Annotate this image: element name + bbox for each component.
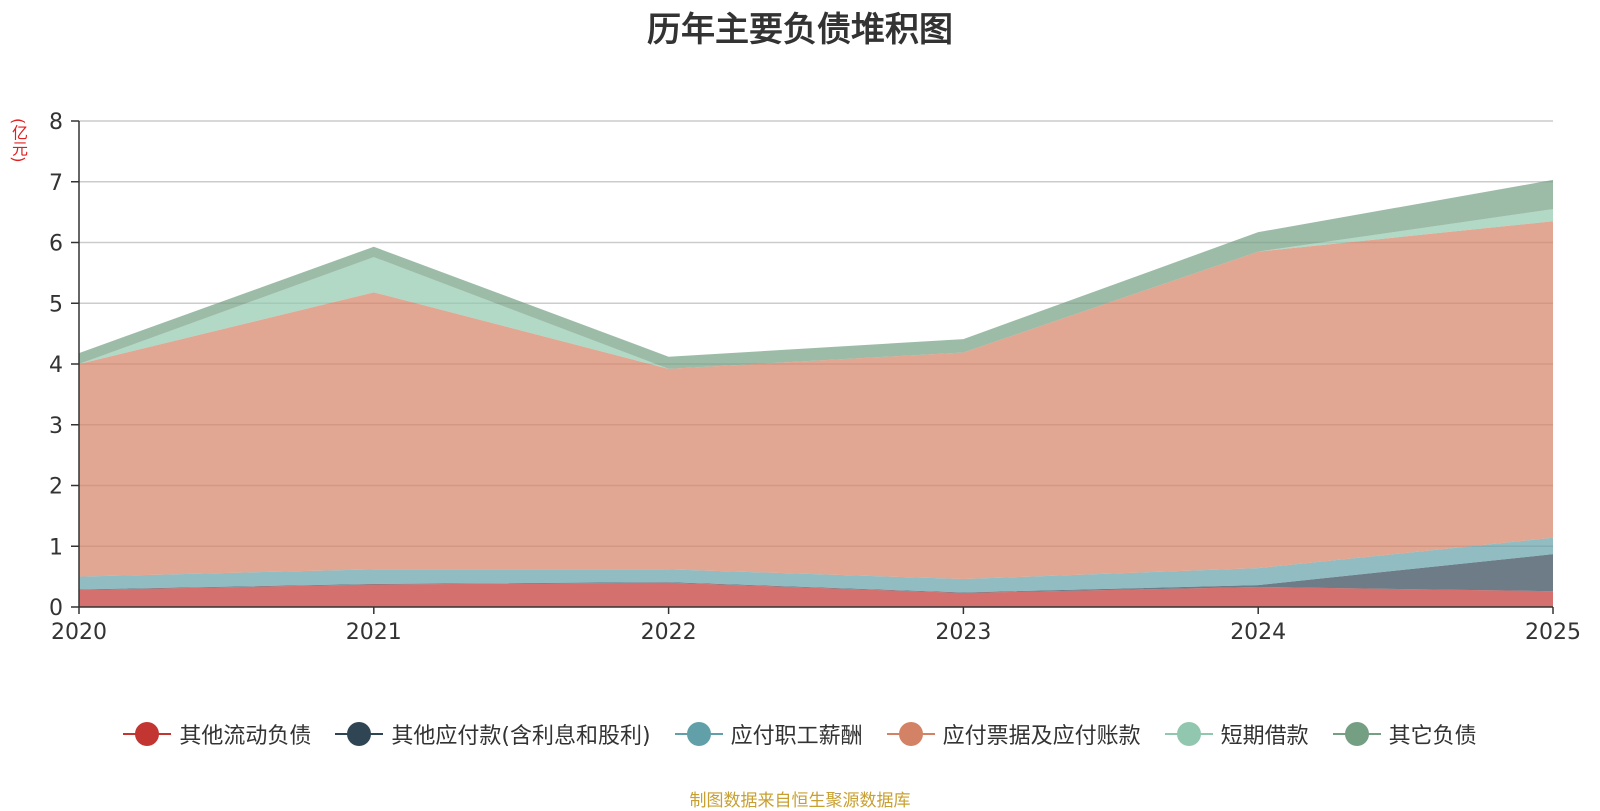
area-series-2[interactable] — [79, 537, 1553, 593]
legend-label: 其它负债 — [1388, 724, 1477, 749]
x-tick-label: 2024 — [1230, 620, 1286, 645]
legend-symbol — [123, 722, 172, 746]
legend-item-0[interactable]: 其他流动负债 — [123, 718, 311, 750]
stacked-areas — [79, 179, 1553, 607]
legend-item-4[interactable]: 短期借款 — [1164, 718, 1309, 750]
y-tick-label: 5 — [49, 292, 63, 317]
source-note: 制图数据来自恒生聚源数据库 — [689, 791, 911, 811]
x-tick-label: 2020 — [51, 620, 107, 645]
legend-item-3[interactable]: 应付票据及应付账款 — [886, 718, 1141, 750]
axes: 0 1 2 3 4 5 6 7 8 2020 2021 2022 2023 2024 2025 — [49, 110, 1581, 645]
legend: 其他流动负债 其他应付款(含利息和股利) 应付职工薪酬 应付票据及应付账款 短期借款 其它… — [0, 718, 1600, 750]
legend-symbol — [1164, 722, 1213, 746]
legend-item-5[interactable]: 其它负债 — [1332, 718, 1477, 750]
y-tick-label: 4 — [49, 353, 63, 378]
x-tick-label: 2025 — [1525, 620, 1581, 645]
legend-symbol — [674, 722, 723, 746]
legend-label: 应付职工薪酬 — [730, 724, 863, 749]
y-tick-label: 3 — [49, 414, 63, 439]
legend-label: 其他流动负债 — [179, 724, 312, 749]
y-tick-label: 6 — [49, 232, 63, 257]
legend-symbol — [886, 722, 935, 746]
x-tick-label: 2021 — [346, 620, 402, 645]
legend-label: 应付票据及应付账款 — [942, 724, 1141, 749]
x-tick-label: 2022 — [641, 620, 697, 645]
y-axis-unit-label: (亿元) — [9, 118, 28, 163]
y-tick-label: 0 — [49, 596, 63, 621]
x-tick-label: 2023 — [935, 620, 991, 645]
legend-symbol — [1332, 722, 1381, 746]
y-tick-label: 7 — [49, 171, 63, 196]
legend-item-2[interactable]: 应付职工薪酬 — [674, 718, 863, 750]
legend-symbol — [335, 722, 384, 746]
y-tick-label: 1 — [49, 535, 63, 560]
area-series-0[interactable] — [79, 582, 1553, 607]
legend-label: 其他应付款(含利息和股利) — [391, 724, 651, 749]
y-tick-label: 2 — [49, 475, 63, 500]
area-series-3[interactable] — [79, 221, 1553, 580]
chart-title: 历年主要负债堆积图 — [647, 10, 953, 50]
legend-label: 短期借款 — [1220, 724, 1309, 749]
area-series-4[interactable] — [79, 209, 1553, 369]
legend-item-1[interactable]: 其他应付款(含利息和股利) — [335, 718, 651, 750]
y-tick-label: 8 — [49, 110, 63, 135]
